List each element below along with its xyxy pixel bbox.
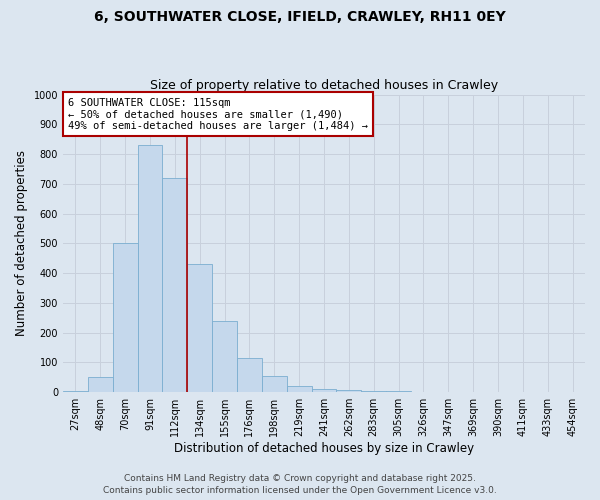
- Bar: [337, 390, 361, 392]
- X-axis label: Distribution of detached houses by size in Crawley: Distribution of detached houses by size …: [174, 442, 474, 455]
- Bar: [187, 264, 212, 392]
- Text: Contains HM Land Registry data © Crown copyright and database right 2025.
Contai: Contains HM Land Registry data © Crown c…: [103, 474, 497, 495]
- Bar: [311, 389, 337, 392]
- Bar: [212, 321, 237, 392]
- Bar: [63, 390, 88, 392]
- Bar: [361, 390, 386, 392]
- Bar: [262, 376, 287, 392]
- Bar: [113, 244, 137, 392]
- Bar: [88, 378, 113, 392]
- Text: 6, SOUTHWATER CLOSE, IFIELD, CRAWLEY, RH11 0EY: 6, SOUTHWATER CLOSE, IFIELD, CRAWLEY, RH…: [94, 10, 506, 24]
- Bar: [287, 386, 311, 392]
- Title: Size of property relative to detached houses in Crawley: Size of property relative to detached ho…: [150, 79, 498, 92]
- Bar: [163, 178, 187, 392]
- Text: 6 SOUTHWATER CLOSE: 115sqm
← 50% of detached houses are smaller (1,490)
49% of s: 6 SOUTHWATER CLOSE: 115sqm ← 50% of deta…: [68, 98, 368, 130]
- Bar: [137, 145, 163, 392]
- Bar: [237, 358, 262, 392]
- Y-axis label: Number of detached properties: Number of detached properties: [15, 150, 28, 336]
